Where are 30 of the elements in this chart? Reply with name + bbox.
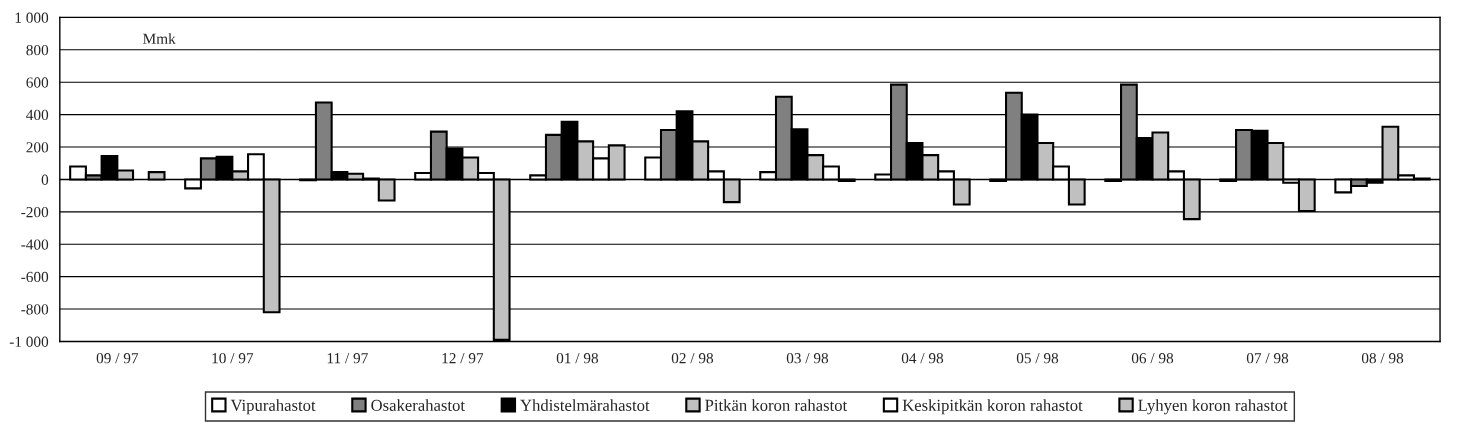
y-tick-label: -800 — [21, 304, 49, 315]
y-tick-label: 0 — [41, 174, 49, 185]
legend-label: Keskipitkän koron rahastot — [902, 399, 1083, 415]
legend-label: Pitkän koron rahastot — [705, 399, 848, 411]
x-tick-label: 08 / 98 — [1361, 353, 1404, 364]
y-tick-label: 1 000 — [15, 12, 49, 23]
y-tick-label: 600 — [26, 77, 49, 88]
x-tick-label: 12 / 97 — [442, 353, 484, 364]
legend-label: Vipurahastot — [230, 399, 316, 415]
y-tick-label: -600 — [21, 271, 49, 283]
y-tick-label: 400 — [26, 109, 49, 121]
x-tick-label: 07 / 98 — [1246, 353, 1289, 364]
x-tick-label: 03 / 98 — [786, 353, 829, 364]
x-tick-label: 01 / 98 — [556, 353, 599, 364]
annotation: Mmk — [143, 33, 176, 44]
y-tick-label: -400 — [21, 239, 49, 250]
legend-label: Yhdistelmärahastot — [520, 399, 650, 411]
legend-label: Osakerahastot — [371, 399, 465, 411]
x-tick-label: 04 / 98 — [901, 353, 944, 364]
x-tick-label: 02 / 98 — [671, 353, 714, 364]
x-tick-label: 06 / 98 — [1131, 353, 1174, 364]
legend-label: Lyhyen koron rahastot — [1138, 399, 1288, 415]
y-tick-label: 200 — [26, 142, 49, 153]
x-tick-label: 05 / 98 — [1016, 353, 1059, 364]
x-tick-label: 10 / 97 — [212, 353, 254, 364]
x-tick-label: 09 / 97 — [96, 353, 139, 364]
y-tick-label: -200 — [21, 206, 49, 218]
y-tick-label: -1 000 — [9, 336, 49, 347]
y-tick-label: 800 — [26, 44, 49, 56]
x-tick-label: 11 / 97 — [327, 353, 368, 364]
